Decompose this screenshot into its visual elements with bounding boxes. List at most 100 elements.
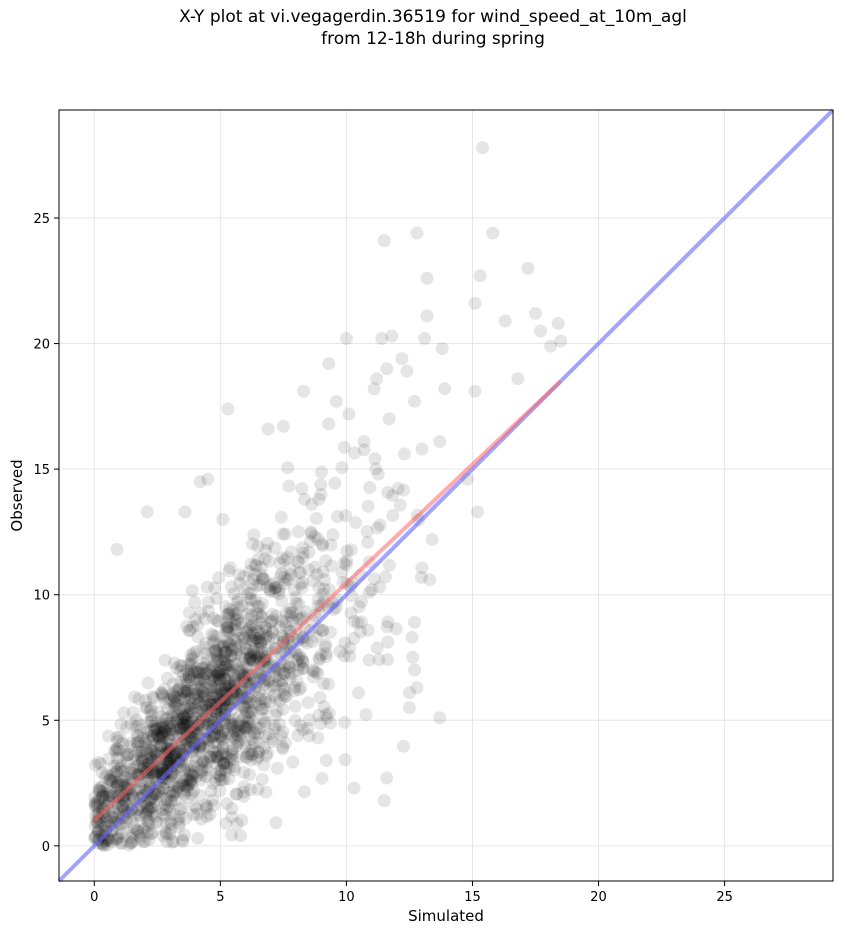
- data-point: [342, 407, 356, 421]
- data-point: [163, 803, 177, 817]
- data-point: [184, 705, 198, 719]
- data-point: [158, 696, 172, 710]
- data-point: [108, 806, 122, 820]
- data-point: [219, 645, 233, 659]
- data-point: [253, 578, 267, 592]
- data-point: [255, 641, 269, 655]
- data-point: [92, 783, 106, 797]
- data-point: [159, 803, 173, 817]
- data-point: [219, 646, 233, 660]
- data-point: [133, 809, 147, 823]
- data-point: [270, 704, 284, 718]
- data-point: [215, 748, 229, 762]
- data-point: [217, 639, 231, 653]
- data-point: [222, 677, 236, 691]
- data-point: [181, 736, 195, 750]
- data-point: [251, 634, 265, 648]
- data-point: [186, 768, 200, 782]
- data-point: [312, 709, 326, 723]
- data-point: [199, 660, 213, 674]
- data-point: [322, 583, 336, 597]
- data-point: [351, 686, 365, 700]
- data-point: [173, 658, 187, 672]
- data-point: [278, 553, 292, 567]
- data-point: [210, 720, 224, 734]
- data-point: [161, 754, 175, 768]
- data-point: [153, 739, 167, 753]
- data-point: [236, 657, 250, 671]
- data-point: [246, 635, 260, 649]
- data-point: [166, 710, 180, 724]
- data-point: [471, 505, 485, 519]
- data-point: [296, 576, 310, 590]
- data-point: [315, 771, 329, 785]
- data-point: [284, 567, 298, 581]
- data-point: [234, 726, 248, 740]
- data-point: [156, 767, 170, 781]
- data-point: [216, 724, 230, 738]
- data-point: [173, 721, 187, 735]
- data-point: [140, 725, 154, 739]
- data-point: [228, 612, 242, 626]
- data-point: [315, 537, 329, 551]
- data-point: [180, 684, 194, 698]
- data-point: [220, 657, 234, 671]
- data-point: [126, 834, 140, 848]
- data-point: [141, 825, 155, 839]
- data-point: [248, 558, 262, 572]
- data-point: [143, 741, 157, 755]
- data-point: [163, 815, 177, 829]
- data-point: [347, 631, 361, 645]
- data-point: [246, 644, 260, 658]
- data-point: [263, 682, 277, 696]
- data-point: [268, 585, 282, 599]
- data-point: [132, 717, 146, 731]
- data-point: [303, 535, 317, 549]
- data-point: [230, 595, 244, 609]
- data-point: [227, 623, 241, 637]
- data-point: [102, 752, 116, 766]
- data-point: [423, 573, 437, 587]
- data-point: [230, 787, 244, 801]
- data-point: [196, 672, 210, 686]
- data-point: [166, 784, 180, 798]
- data-point: [176, 711, 190, 725]
- data-point: [170, 684, 184, 698]
- data-point: [386, 509, 400, 523]
- data-point: [239, 750, 253, 764]
- data-point: [154, 721, 168, 735]
- data-point: [290, 674, 304, 688]
- data-point: [232, 568, 246, 582]
- data-point: [263, 584, 277, 598]
- data-point: [174, 764, 188, 778]
- data-point: [166, 750, 180, 764]
- data-point: [282, 660, 296, 674]
- data-point: [117, 763, 131, 777]
- data-point: [215, 681, 229, 695]
- data-point: [97, 819, 111, 833]
- data-point: [243, 629, 257, 643]
- data-point: [142, 815, 156, 829]
- data-point: [370, 372, 384, 386]
- data-point: [217, 672, 231, 686]
- data-point: [306, 574, 320, 588]
- data-point: [302, 545, 316, 559]
- data-point: [220, 621, 234, 635]
- data-point: [402, 701, 416, 715]
- data-point: [193, 695, 207, 709]
- data-point: [291, 554, 305, 568]
- data-point: [216, 512, 230, 526]
- data-point: [110, 757, 124, 771]
- data-point: [438, 382, 452, 396]
- data-point: [217, 756, 231, 770]
- data-point: [199, 798, 213, 812]
- data-point: [144, 714, 158, 728]
- data-point: [182, 670, 196, 684]
- data-point: [272, 668, 286, 682]
- data-point: [147, 719, 161, 733]
- data-point: [178, 685, 192, 699]
- data-point: [357, 443, 371, 457]
- data-point: [276, 681, 290, 695]
- data-point: [215, 763, 229, 777]
